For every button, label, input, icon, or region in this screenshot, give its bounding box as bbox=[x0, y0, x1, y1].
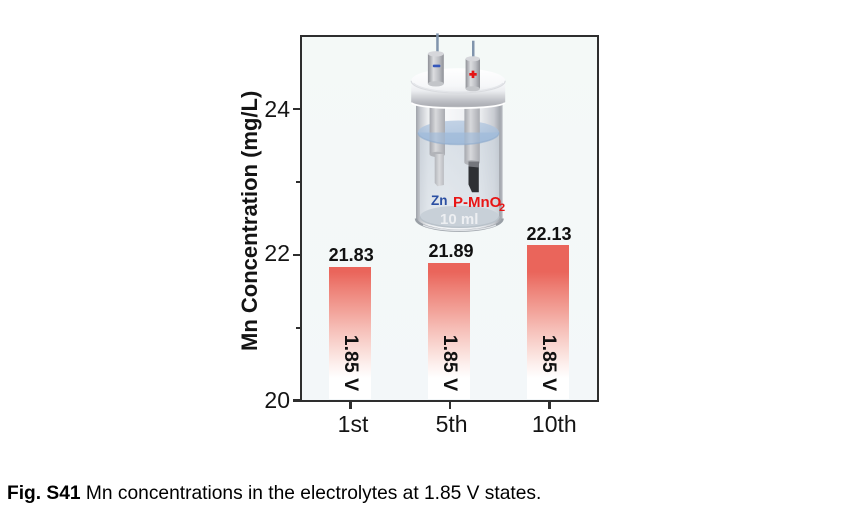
svg-text:P-MnO: P-MnO bbox=[453, 194, 502, 211]
svg-text:Zn: Zn bbox=[431, 193, 448, 208]
svg-text:10 ml: 10 ml bbox=[440, 211, 478, 228]
svg-text:2: 2 bbox=[499, 202, 505, 214]
